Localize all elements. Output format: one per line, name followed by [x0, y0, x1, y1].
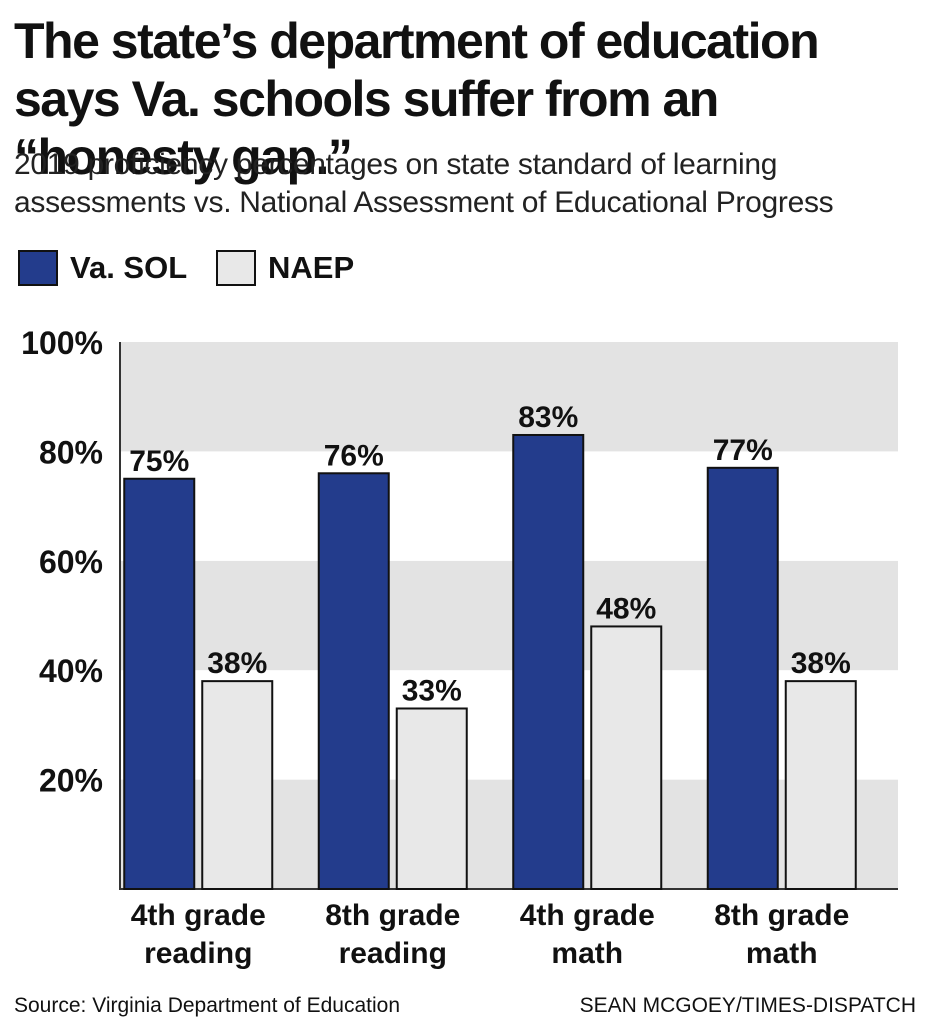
bar-value-label: 76% [324, 439, 384, 472]
bar-chart: 20% 40% 60% 80% 100% 75% 38% 4th grade reading 76… [21, 325, 898, 970]
bar [317, 472, 390, 890]
bar [706, 466, 779, 890]
plot-band [120, 342, 898, 452]
chart-title: The state’s department of education says… [14, 13, 820, 185]
bar-value-label: 77% [713, 434, 773, 467]
bar [512, 433, 585, 891]
credit-line: SEAN MCGOEY/TIMES-DISPATCH [579, 994, 916, 1017]
y-tick-label: 20% [39, 763, 103, 799]
x-category-label: math [746, 937, 818, 970]
x-category-label: 8th grade [714, 899, 849, 932]
chart-subtitle: 2019 proficiency percentages on state st… [14, 148, 834, 219]
bar [784, 680, 857, 891]
bar-value-label: 48% [596, 592, 656, 625]
bar-value-label: 38% [207, 647, 267, 680]
y-tick-label: 100% [21, 325, 103, 361]
x-category-label: 4th grade [131, 899, 266, 932]
bar-value-label: 38% [791, 647, 851, 680]
legend-swatch-naep [216, 250, 256, 286]
bar-value-label: 33% [402, 674, 462, 707]
bar [123, 477, 196, 890]
x-category-label: reading [144, 937, 252, 970]
bar-value-label: 83% [518, 401, 578, 434]
y-tick-label: 40% [39, 653, 103, 689]
bar [590, 625, 663, 890]
x-category-label: 4th grade [520, 899, 655, 932]
legend-label-va-sol: Va. SOL [70, 250, 188, 285]
x-category-label: reading [339, 937, 447, 970]
legend-label-naep: NAEP [268, 250, 355, 285]
bar [395, 707, 468, 890]
plot-band [120, 451, 898, 561]
bar-value-label: 75% [129, 445, 189, 478]
legend-swatch-va-sol [18, 250, 58, 286]
x-category-label: math [551, 937, 623, 970]
y-tick-label: 80% [39, 434, 103, 470]
bar [201, 680, 274, 891]
y-tick-label: 60% [39, 544, 103, 580]
x-category-label: 8th grade [325, 899, 460, 932]
source-note: Source: Virginia Department of Education [14, 994, 400, 1017]
